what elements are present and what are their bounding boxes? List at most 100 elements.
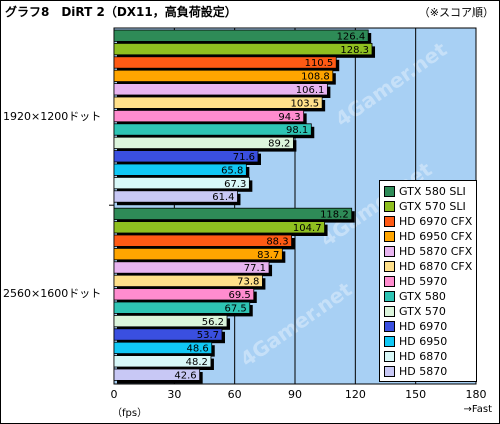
bar-1-8: [113, 314, 228, 328]
legend-item: HD 6950 CFX: [384, 229, 472, 243]
legend-label: HD 6950 CFX: [399, 229, 473, 243]
legend-item: GTX 580: [384, 289, 446, 303]
bar-1-11: [113, 355, 212, 368]
legend-label: GTX 570 SLI: [399, 199, 466, 213]
bar-1-9: [113, 328, 223, 341]
legend-label: HD 5970: [399, 274, 448, 288]
legend-swatch: [384, 305, 395, 317]
legend-item: HD 5870: [384, 364, 447, 378]
legend-label: HD 6870 CFX: [399, 259, 473, 273]
x-tick-label-30: 30: [167, 388, 181, 401]
legend-label: HD 5870 CFX: [399, 244, 473, 258]
bar-value-label-1-8: 56.2: [202, 317, 224, 328]
legend: GTX 580 SLI GTX 570 SLI HD 6970 CFX HD 6950…: [379, 180, 477, 382]
x-tick-label-120: 120: [345, 388, 366, 401]
legend-item: GTX 580 SLI: [384, 184, 466, 198]
bar-value-label-0-1: 128.3: [340, 45, 369, 56]
legend-label: HD 5870: [399, 364, 448, 378]
bar-value-label-0-8: 89.2: [268, 139, 290, 150]
bar-0-6: [113, 110, 305, 123]
legend-label: HD 6870: [399, 349, 448, 363]
legend-swatch: [384, 185, 395, 197]
bar-value-label-0-10: 65.8: [221, 165, 243, 176]
bar-value-label-1-6: 69.5: [229, 290, 251, 301]
x-axis-unit: （fps）: [112, 408, 148, 419]
legend-swatch: [384, 200, 395, 212]
bar-0-7: [113, 123, 312, 136]
x-axis-direction: →Fast: [463, 404, 492, 415]
bar-0-10: [113, 163, 247, 176]
bar-1-2: [113, 234, 292, 247]
bar-value-label-1-10: 48.6: [186, 344, 208, 355]
bar-1-4: [113, 261, 270, 274]
bar-0-2: [113, 56, 337, 69]
group-label-2560: 2560×1600ドット: [3, 287, 102, 300]
x-tick-label-150: 150: [405, 388, 426, 401]
legend-item: HD 6870 CFX: [384, 259, 472, 273]
bar-1-0: [113, 207, 353, 220]
bar-value-label-1-3: 83.7: [257, 250, 279, 261]
bar-value-label-0-7: 98.1: [286, 125, 308, 136]
bar-value-label-1-5: 73.8: [237, 277, 259, 288]
bar-value-label-0-4: 106.1: [296, 85, 325, 96]
bar-1-5: [113, 274, 263, 288]
bar-0-1: [113, 43, 373, 56]
bar-0-9: [113, 150, 259, 163]
sort-note: （※スコア順）: [418, 6, 494, 19]
legend-swatch: [384, 290, 395, 302]
bar-0-11: [113, 176, 250, 190]
bar-1-1: [113, 221, 325, 234]
bar-value-label-0-5: 103.5: [291, 98, 320, 109]
group-label-1920: 1920×1200ドット: [3, 110, 102, 123]
legend-swatch: [384, 230, 395, 242]
x-tick-label-180: 180: [466, 388, 487, 401]
legend-swatch: [384, 365, 395, 377]
bar-0-3: [113, 69, 334, 82]
bar-value-label-0-11: 67.3: [224, 179, 246, 190]
bar-1-7: [113, 301, 251, 314]
legend-label: HD 6970 CFX: [399, 214, 473, 228]
bar-value-label-0-12: 61.4: [212, 192, 234, 203]
legend-item: HD 6970 CFX: [384, 214, 472, 228]
legend-item: HD 6970: [384, 319, 447, 333]
legend-label: HD 6970: [399, 319, 448, 333]
x-tick-label-60: 60: [228, 388, 242, 401]
legend-item: HD 5970: [384, 274, 447, 288]
legend-label: GTX 580 SLI: [399, 184, 466, 198]
bar-1-6: [113, 288, 255, 301]
bar-value-label-1-12: 42.6: [174, 370, 196, 381]
bar-0-8: [113, 136, 294, 149]
bar-0-5: [113, 96, 323, 109]
bar-value-label-0-0: 126.4: [337, 31, 366, 42]
bar-1-10: [113, 341, 213, 355]
legend-swatch: [384, 350, 395, 362]
bar-0-12: [113, 190, 238, 203]
legend-swatch: [384, 245, 395, 257]
bar-value-label-1-11: 48.2: [186, 357, 208, 368]
legend-label: HD 6950: [399, 334, 448, 348]
chart-title: グラフ8 DiRT 2（DX11，高負荷設定）: [5, 5, 237, 19]
bar-0-4: [113, 83, 328, 96]
bar-value-label-1-9: 53.7: [197, 330, 219, 341]
bar-value-label-1-7: 67.5: [224, 303, 246, 314]
legend-swatch: [384, 215, 395, 227]
legend-item: GTX 570: [384, 304, 446, 318]
legend-swatch: [384, 260, 395, 272]
legend-label: GTX 580: [399, 289, 446, 303]
bar-0-0: [113, 29, 369, 42]
bar-value-label-0-2: 110.5: [305, 58, 334, 69]
bar-value-label-1-2: 88.3: [266, 236, 288, 247]
bar-value-label-0-3: 108.8: [301, 72, 330, 83]
bar-1-3: [113, 247, 283, 261]
legend-swatch: [384, 275, 395, 287]
x-tick-label-90: 90: [288, 388, 302, 401]
bar-1-12: [113, 368, 201, 381]
legend-swatch: [384, 320, 395, 332]
bar-value-label-1-0: 118.2: [320, 210, 349, 221]
bar-value-label-0-6: 94.3: [278, 112, 300, 123]
legend-label: GTX 570: [399, 304, 446, 318]
legend-item: HD 6870: [384, 349, 447, 363]
x-tick-label-0: 0: [111, 388, 118, 401]
legend-item: HD 6950: [384, 334, 447, 348]
legend-item: HD 5870 CFX: [384, 244, 472, 258]
